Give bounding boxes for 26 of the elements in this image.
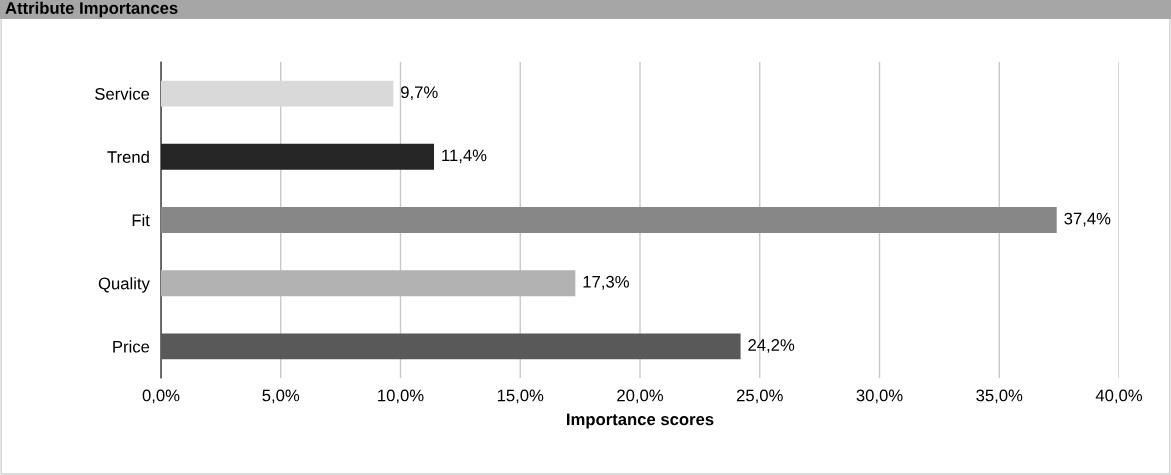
bar <box>161 333 741 360</box>
x-tick-label: 0,0% <box>142 389 180 404</box>
data-label: 24,2% <box>748 339 795 353</box>
y-tick-label: Quality <box>98 277 150 293</box>
data-label: 11,4% <box>442 149 487 164</box>
x-tick-label: 25,0% <box>736 389 783 404</box>
x-tick-label: 10,0% <box>378 389 424 404</box>
x-tick-label: 20,0% <box>617 389 664 404</box>
data-label: 17,3% <box>583 275 629 290</box>
chart-title: Attribute Importances <box>5 1 178 18</box>
bar <box>161 80 394 107</box>
y-tick-label: Price <box>113 340 150 353</box>
x-tick-label: 35,0% <box>976 389 1023 404</box>
y-tick-label: Fit <box>132 213 150 227</box>
bar <box>161 143 435 170</box>
data-label: 9,7% <box>401 86 438 101</box>
bar <box>161 270 576 297</box>
y-tick-label: Service <box>95 87 150 100</box>
x-tick-label: 15,0% <box>497 389 544 404</box>
y-tick-label: Trend <box>107 150 149 163</box>
x-tick-label: 5,0% <box>262 389 300 404</box>
x-tick-label: 30,0% <box>856 389 903 404</box>
data-label: 37,4% <box>1064 212 1111 227</box>
x-axis-title: Importance scores <box>567 413 714 429</box>
bar <box>161 207 1057 233</box>
x-tick-label: 40,0% <box>1095 389 1143 404</box>
